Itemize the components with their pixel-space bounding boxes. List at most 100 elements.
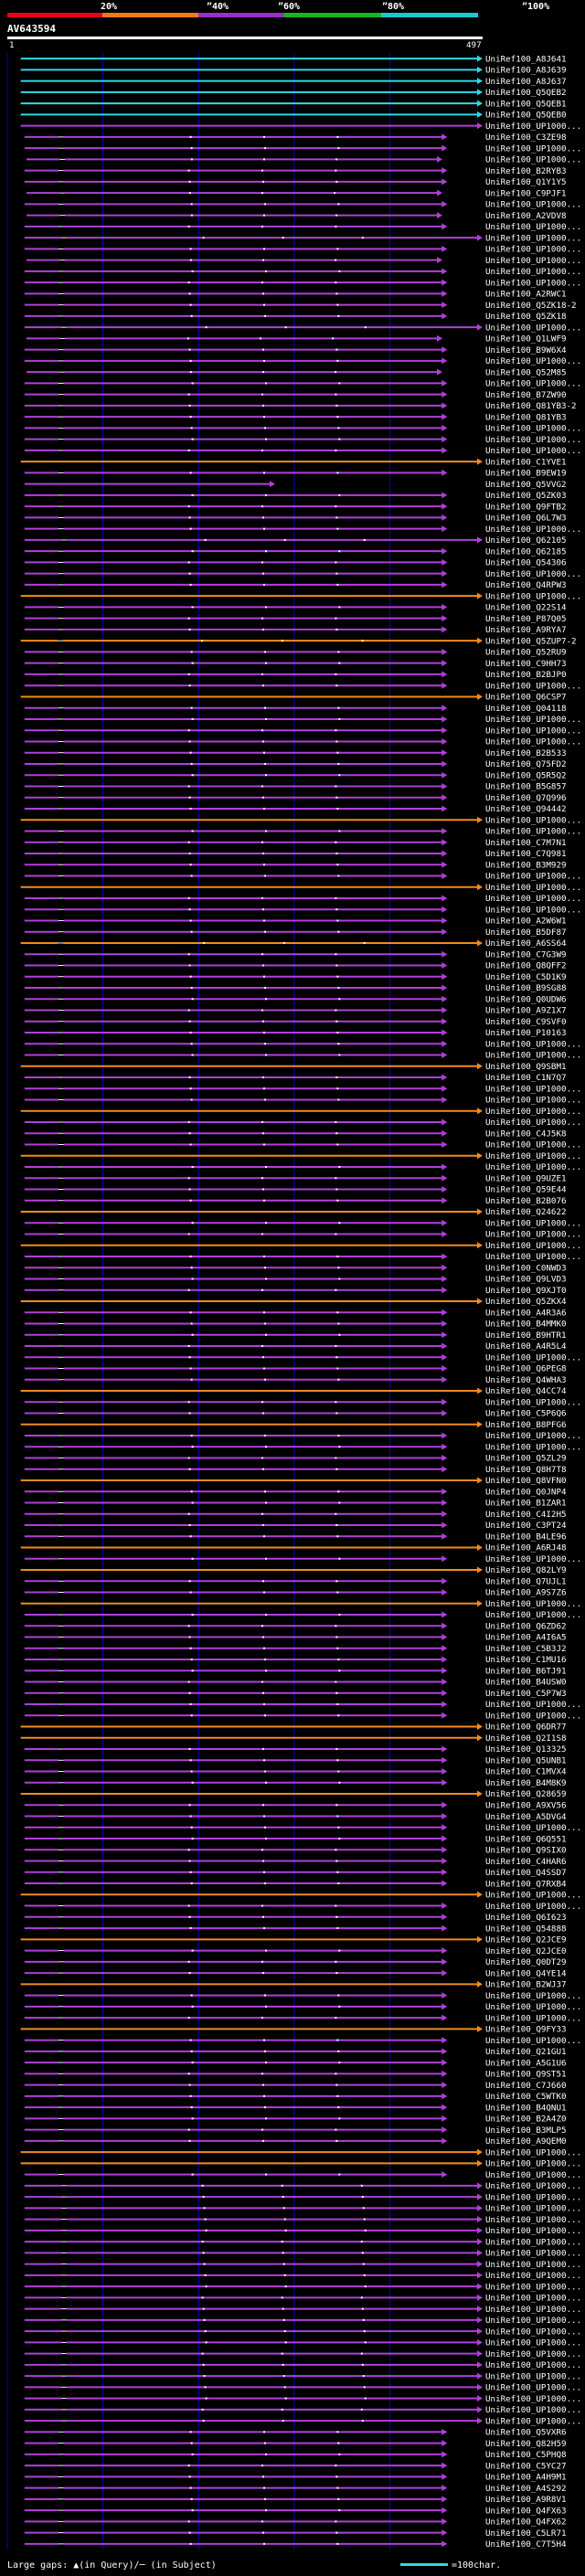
hit-label[interactable]: UniRef100_Q4FX62	[485, 2518, 567, 2528]
hit-label[interactable]: UniRef100_C5P7W3	[485, 1689, 567, 1699]
hit-row[interactable]: UniRef100_UP1000...	[20, 883, 581, 893]
hit-row[interactable]: UniRef100_Q8VFN0	[20, 1476, 567, 1486]
hit-row[interactable]: UniRef100_B2B076	[24, 1196, 567, 1206]
hit-row[interactable]: UniRef100_UP1000...	[20, 815, 581, 825]
hit-label[interactable]: UniRef100_UP1000...	[485, 894, 581, 904]
hit-row[interactable]: UniRef100_A2VDV8	[26, 211, 567, 221]
hit-label[interactable]: UniRef100_Q6CSP7	[485, 693, 567, 703]
hit-row[interactable]: UniRef100_UP1000...	[24, 2383, 581, 2393]
hit-row[interactable]: UniRef100_Q9LVD3	[24, 1275, 567, 1285]
hit-row[interactable]: UniRef100_Q54888	[24, 1924, 567, 1934]
hit-label[interactable]: UniRef100_A4H9M1	[485, 2473, 567, 2483]
hit-row[interactable]: UniRef100_B2WJ37	[20, 1980, 567, 1990]
hit-row[interactable]: UniRef100_B3MLP5	[24, 2125, 567, 2136]
hit-label[interactable]: UniRef100_UP1000...	[485, 2237, 581, 2247]
hit-label[interactable]: UniRef100_B2A4Z0	[485, 2115, 567, 2125]
hit-label[interactable]: UniRef100_UP1000...	[485, 2271, 581, 2281]
hit-label[interactable]: UniRef100_Q5UNB1	[485, 1755, 567, 1765]
hit-label[interactable]: UniRef100_UP1000...	[485, 1140, 581, 1150]
hit-row[interactable]: UniRef100_UP1000...	[24, 726, 581, 736]
hit-label[interactable]: UniRef100_Q2I1S8	[485, 1733, 567, 1744]
hit-row[interactable]: UniRef100_UP1000...	[20, 1599, 581, 1609]
hit-row[interactable]: UniRef100_UP1000...	[24, 1442, 581, 1452]
hit-label[interactable]: UniRef100_Q6PEG8	[485, 1364, 567, 1374]
hit-row[interactable]: UniRef100_UP1000...	[26, 256, 581, 266]
hit-label[interactable]: UniRef100_UP1000...	[485, 2170, 581, 2180]
hit-row[interactable]: UniRef100_C7Q981	[24, 849, 567, 859]
hit-label[interactable]: UniRef100_Q2JCE0	[485, 1946, 567, 1956]
hit-row[interactable]: UniRef100_A5DVG4	[24, 1812, 567, 1822]
hit-row[interactable]: UniRef100_B9W6X4	[24, 345, 567, 355]
hit-row[interactable]: UniRef100_Q6I623	[24, 1913, 567, 1923]
hit-row[interactable]: UniRef100_Q4CC74	[20, 1386, 567, 1396]
hit-label[interactable]: UniRef100_C5LR71	[485, 2528, 567, 2539]
hit-label[interactable]: UniRef100_Q5QEB2	[485, 88, 567, 98]
hit-label[interactable]: UniRef100_Q4RPW3	[485, 580, 567, 590]
hit-row[interactable]: UniRef100_Q81YB3	[24, 412, 567, 422]
hit-row[interactable]: UniRef100_A8J641	[20, 54, 567, 64]
hit-row[interactable]: UniRef100_A4R5L4	[24, 1341, 567, 1352]
hit-row[interactable]: UniRef100_Q81YB3-2	[24, 401, 577, 411]
hit-label[interactable]: UniRef100_UP1000...	[485, 267, 581, 277]
hit-label[interactable]: UniRef100_UP1000...	[485, 2316, 581, 2326]
hit-label[interactable]: UniRef100_UP1000...	[485, 446, 581, 456]
hit-row[interactable]: UniRef100_C1MU16	[24, 1655, 567, 1665]
hit-label[interactable]: UniRef100_UP1000...	[485, 726, 581, 736]
hit-row[interactable]: UniRef100_C7J660	[24, 2081, 567, 2091]
hit-row[interactable]: UniRef100_UP1000...	[24, 1051, 581, 1061]
hit-row[interactable]: UniRef100_UP1000...	[24, 222, 581, 232]
hit-label[interactable]: UniRef100_B8PFG6	[485, 1420, 567, 1430]
hit-label[interactable]: UniRef100_A9Z1X7	[485, 1006, 567, 1016]
hit-row[interactable]: UniRef100_UP1000...	[20, 1241, 581, 1251]
hit-row[interactable]: UniRef100_Q5ZK18-2	[24, 301, 577, 311]
hit-label[interactable]: UniRef100_UP1000...	[485, 2305, 581, 2315]
hit-label[interactable]: UniRef100_UP1000...	[485, 2002, 581, 2012]
hit-label[interactable]: UniRef100_UP1000...	[485, 2192, 581, 2202]
hit-label[interactable]: UniRef100_UP1000...	[485, 2204, 581, 2214]
hit-label[interactable]: UniRef100_Q82LY9	[485, 1565, 567, 1575]
hit-label[interactable]: UniRef100_Q81YB3-2	[485, 401, 577, 411]
hit-label[interactable]: UniRef100_UP1000...	[485, 1241, 581, 1251]
hit-row[interactable]: UniRef100_UP1000...	[24, 2237, 581, 2247]
hit-label[interactable]: UniRef100_UP1000...	[485, 233, 581, 243]
hit-row[interactable]: UniRef100_UP1000...	[24, 905, 581, 915]
hit-row[interactable]: UniRef100_B4QNU1	[24, 2103, 567, 2113]
hit-label[interactable]: UniRef100_Q54888	[485, 1924, 567, 1934]
hit-row[interactable]: UniRef100_UP1000...	[24, 2204, 581, 2214]
hit-row[interactable]: UniRef100_Q59E44	[24, 1185, 567, 1195]
hit-row[interactable]: UniRef100_C5WTK0	[24, 2092, 567, 2102]
hit-label[interactable]: UniRef100_B7ZW90	[485, 390, 567, 400]
hit-row[interactable]: UniRef100_A6SS64	[20, 938, 567, 949]
hit-label[interactable]: UniRef100_UP1000...	[485, 2249, 581, 2259]
hit-row[interactable]: UniRef100_Q5VXR6	[24, 2428, 567, 2438]
hit-row[interactable]: UniRef100_C4I2H5	[24, 1510, 567, 1520]
hit-label[interactable]: UniRef100_Q9XJT0	[485, 1286, 567, 1296]
hit-label[interactable]: UniRef100_UP1000...	[485, 1431, 581, 1441]
hit-row[interactable]: UniRef100_Q5ZK03	[24, 491, 567, 501]
hit-label[interactable]: UniRef100_UP1000...	[485, 1162, 581, 1172]
hit-row[interactable]: UniRef100_B2B533	[24, 748, 567, 758]
hit-row[interactable]: UniRef100_Q13325	[24, 1744, 567, 1754]
hit-label[interactable]: UniRef100_UP1000...	[485, 2371, 581, 2381]
hit-label[interactable]: UniRef100_UP1000...	[485, 2383, 581, 2393]
hit-label[interactable]: UniRef100_Q24622	[485, 1207, 567, 1217]
hit-row[interactable]: UniRef100_Q04118	[24, 704, 567, 714]
hit-row[interactable]: UniRef100_C0NWD3	[24, 1263, 567, 1273]
hit-label[interactable]: UniRef100_B4QNU1	[485, 2103, 567, 2113]
hit-label[interactable]: UniRef100_UP1000...	[485, 1599, 581, 1609]
hit-row[interactable]: UniRef100_UP1000...	[24, 2260, 581, 2270]
hit-row[interactable]: UniRef100_UP1000...	[24, 2013, 581, 2023]
hit-row[interactable]: UniRef100_A2W6W1	[24, 917, 567, 927]
hit-label[interactable]: UniRef100_B6TJ91	[485, 1666, 567, 1676]
hit-label[interactable]: UniRef100_Q54306	[485, 558, 567, 568]
hit-row[interactable]: UniRef100_C5P6Q6	[24, 1409, 567, 1419]
hit-label[interactable]: UniRef100_Q5R5Q2	[485, 770, 567, 780]
hit-row[interactable]: UniRef100_Q5UNB1	[24, 1755, 567, 1765]
hit-row[interactable]: UniRef100_UP1000...	[20, 591, 581, 601]
hit-label[interactable]: UniRef100_Q5ZL29	[485, 1454, 567, 1464]
hit-row[interactable]: UniRef100_UP1000...	[24, 1084, 581, 1094]
hit-label[interactable]: UniRef100_UP1000...	[485, 569, 581, 579]
hit-label[interactable]: UniRef100_UP1000...	[485, 2013, 581, 2023]
hit-label[interactable]: UniRef100_Q5VVG2	[485, 480, 567, 490]
hit-row[interactable]: UniRef100_UP1000...	[24, 424, 581, 434]
